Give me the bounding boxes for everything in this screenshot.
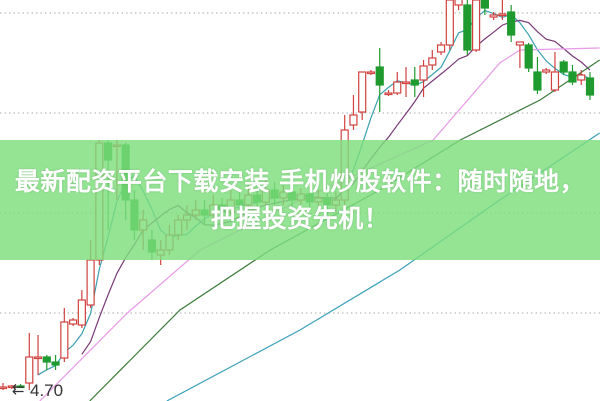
- candle: [472, 0, 481, 52]
- candle-body: [0, 386, 8, 390]
- candle: [454, 0, 463, 10]
- candle-body: [524, 44, 533, 69]
- candle: [480, 0, 489, 15]
- candle: [401, 67, 411, 97]
- candle-body: [577, 74, 586, 81]
- candle: [51, 355, 60, 370]
- candle: [42, 355, 51, 370]
- candle-body: [454, 0, 463, 6]
- candle: [489, 12, 498, 20]
- candle: [393, 72, 402, 95]
- candle: [445, 0, 454, 50]
- candle-body: [42, 356, 51, 363]
- candle: [68, 318, 78, 326]
- candle: [507, 5, 516, 42]
- candle-body: [533, 71, 542, 91]
- candle-body: [428, 57, 437, 66]
- candle: [542, 68, 551, 74]
- candle-body: [358, 71, 367, 113]
- candle: [349, 95, 358, 130]
- price-label: 4.70: [30, 381, 64, 400]
- candle-body: [489, 14, 498, 18]
- candle: [559, 60, 568, 75]
- candle-body: [542, 69, 551, 73]
- candle: [585, 72, 595, 100]
- candle-body: [393, 81, 402, 94]
- candle-body: [349, 114, 358, 126]
- candle: [436, 42, 446, 55]
- candle: [410, 67, 419, 97]
- candle-body: [568, 71, 577, 83]
- candle-body: [585, 77, 595, 96]
- candle-body: [507, 11, 516, 36]
- candle-body: [366, 71, 376, 75]
- candle: [498, 0, 507, 20]
- candle-body: [463, 4, 472, 51]
- candle: [7, 385, 16, 389]
- candle-body: [33, 356, 43, 360]
- candle-body: [51, 361, 60, 366]
- candle-body: [410, 79, 419, 86]
- candle-body: [559, 61, 568, 73]
- candle: [77, 290, 86, 328]
- candle-body: [60, 321, 69, 359]
- candle: [428, 50, 437, 70]
- candle-body: [25, 356, 34, 384]
- candle: [60, 308, 69, 362]
- candle-body: [16, 385, 25, 389]
- candle-body: [384, 92, 393, 96]
- candle: [524, 43, 533, 72]
- candle: [515, 41, 525, 68]
- candle: [463, 0, 472, 55]
- candle: [375, 48, 384, 112]
- banner-line-1: 最新配资平台下载安装 手机炒股软件：随时随地，: [14, 167, 586, 196]
- candle-body: [401, 81, 411, 85]
- candle: [550, 52, 560, 92]
- candle-body: [68, 319, 78, 325]
- candle-body: [550, 71, 560, 91]
- candle: [0, 383, 8, 390]
- candle: [568, 65, 577, 85]
- candle-body: [515, 41, 525, 46]
- candle: [358, 71, 367, 120]
- candle: [533, 57, 542, 94]
- candle-body: [498, 13, 507, 17]
- candle: [577, 70, 586, 85]
- candle: [25, 333, 34, 390]
- candle-body: [77, 299, 86, 326]
- banner-line-2: 把握投资先机！: [210, 204, 390, 233]
- candle-body: [445, 0, 454, 46]
- title-banner: 最新配资平台下载安装 手机炒股软件：随时随地， 把握投资先机！: [0, 140, 600, 260]
- candle: [16, 384, 25, 389]
- candle-body: [7, 385, 16, 389]
- candle-body: [472, 0, 481, 51]
- candle-body: [480, 0, 489, 9]
- candle-body: [419, 65, 428, 81]
- candle: [33, 335, 43, 375]
- candle-body: [375, 66, 384, 86]
- candle-body: [436, 44, 446, 53]
- candle: [384, 90, 393, 96]
- candle: [419, 60, 428, 97]
- candle-body: [86, 259, 95, 306]
- price-arrow-icon: ⇇: [12, 380, 25, 398]
- candle: [366, 70, 376, 75]
